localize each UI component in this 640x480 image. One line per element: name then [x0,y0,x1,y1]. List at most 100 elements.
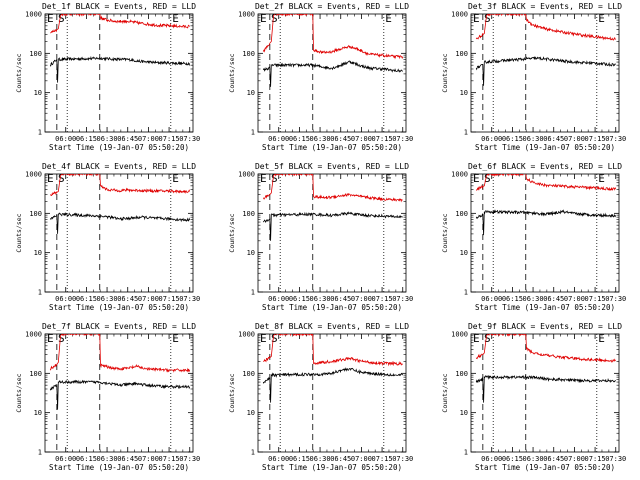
series-events-line [262,60,403,87]
plot-frame [470,333,620,453]
y-tick-label: 10 [34,249,42,257]
panel-title: Det_4f BLACK = Events, RED = LLD [42,162,196,171]
y-tick-label: 1000 [238,171,255,179]
x-tick-label: 07:00 [351,135,372,143]
x-tick-label: 06:00 [268,135,289,143]
x-tick-label: 07:15 [585,295,606,303]
marker-label: E [172,12,179,25]
x-tick-label: 07:15 [585,135,606,143]
x-axis-label: Start Time (19-Jan-07 05:50:20) [262,143,402,152]
series-lld-line [475,334,616,363]
series-lld-line [262,334,403,367]
x-tick-label: 07:30 [392,135,413,143]
x-tick-label: 07:15 [372,135,393,143]
marker-label: S [58,172,65,185]
panel-7: Det_7f BLACK = Events, RED = LLD 1 10 100 10… [15,322,200,472]
x-tick-label: 07:30 [392,295,413,303]
marker-label: S [484,172,491,185]
panel-title: Det_8f BLACK = Events, RED = LLD [255,322,409,331]
x-tick-label: 07:00 [138,295,159,303]
x-axis-label: Start Time (19-Jan-07 05:50:20) [49,463,189,472]
marker-label: E [473,332,480,345]
y-axis-label: Counts/sec [441,373,449,412]
series-lld-line [262,174,403,203]
series-events-line [49,379,191,410]
panel-8: Det_8f BLACK = Events, RED = LLD 1 10 100 10… [228,322,413,472]
y-axis-label: Counts/sec [15,53,23,92]
marker-label: S [484,12,491,25]
x-axis-label: Start Time (19-Jan-07 05:50:20) [475,303,615,312]
x-axis-label: Start Time (19-Jan-07 05:50:20) [262,463,402,472]
plot-frame [470,13,620,133]
marker-label: S [271,12,278,25]
y-tick-label: 100 [242,210,255,218]
y-tick-label: 10 [247,89,255,97]
x-axis-label: Start Time (19-Jan-07 05:50:20) [475,463,615,472]
series-events-line [262,211,403,241]
x-tick-label: 07:30 [179,455,200,463]
panel-6: Det_6f BLACK = Events, RED = LLD 1 10 100 10… [441,162,626,312]
series-events-line [475,374,616,403]
plot-frame [257,13,407,133]
x-tick-label: 06:30 [97,295,118,303]
panel-title: Det_6f BLACK = Events, RED = LLD [468,162,622,171]
x-tick-label: 06:15 [289,455,310,463]
x-axis-label: Start Time (19-Jan-07 05:50:20) [49,303,189,312]
plot-frame [470,173,620,293]
plot-frame [44,173,194,293]
x-tick-label: 06:30 [310,135,331,143]
marker-label: E [598,172,605,185]
y-axis-label: Counts/sec [228,213,236,252]
x-tick-label: 07:15 [159,295,180,303]
x-tick-label: 06:00 [481,295,502,303]
series-events-line [475,209,617,236]
x-tick-label: 06:45 [117,295,138,303]
x-tick-label: 06:45 [543,295,564,303]
marker-label: E [598,332,605,345]
series-events-line [49,55,191,83]
y-tick-label: 10 [34,89,42,97]
series-lld-line [475,14,616,41]
y-tick-label: 1 [38,449,42,457]
y-tick-label: 1 [464,289,468,297]
panel-5: Det_5f BLACK = Events, RED = LLD 1 10 100 10… [228,162,413,312]
series-lld-line [49,174,191,196]
panel-3: Det_3f BLACK = Events, RED = LLD 1 10 100 10… [441,2,626,152]
series-lld-line [49,334,191,373]
y-tick-label: 100 [455,370,468,378]
y-tick-label: 100 [29,50,42,58]
x-tick-label: 06:30 [97,135,118,143]
x-tick-label: 07:15 [585,455,606,463]
y-tick-label: 100 [455,50,468,58]
series-lld-line [50,14,190,34]
y-axis-label: Counts/sec [15,373,23,412]
x-tick-label: 06:45 [117,135,138,143]
plot-frame [44,333,194,453]
y-tick-label: 100 [455,210,468,218]
plot-frame [44,13,194,133]
marker-label: S [58,12,65,25]
x-tick-label: 06:30 [310,455,331,463]
y-tick-label: 10 [460,249,468,257]
x-tick-label: 06:45 [117,455,138,463]
y-tick-label: 1000 [451,171,468,179]
y-tick-label: 1000 [238,11,255,19]
x-tick-label: 07:15 [159,455,180,463]
marker-label: E [385,332,392,345]
y-tick-label: 1000 [25,11,42,19]
x-tick-label: 06:30 [97,455,118,463]
x-tick-label: 06:00 [481,455,502,463]
y-tick-label: 1000 [451,11,468,19]
x-tick-label: 06:45 [543,455,564,463]
x-tick-label: 06:15 [502,455,523,463]
series-events-line [49,211,191,234]
marker-label: E [260,332,267,345]
x-axis-label: Start Time (19-Jan-07 05:50:20) [475,143,615,152]
x-tick-label: 06:00 [55,295,76,303]
x-tick-label: 07:15 [372,455,393,463]
series-events-line [475,56,617,86]
y-tick-label: 1 [38,129,42,137]
x-tick-label: 07:00 [564,295,585,303]
y-tick-label: 1000 [25,171,42,179]
